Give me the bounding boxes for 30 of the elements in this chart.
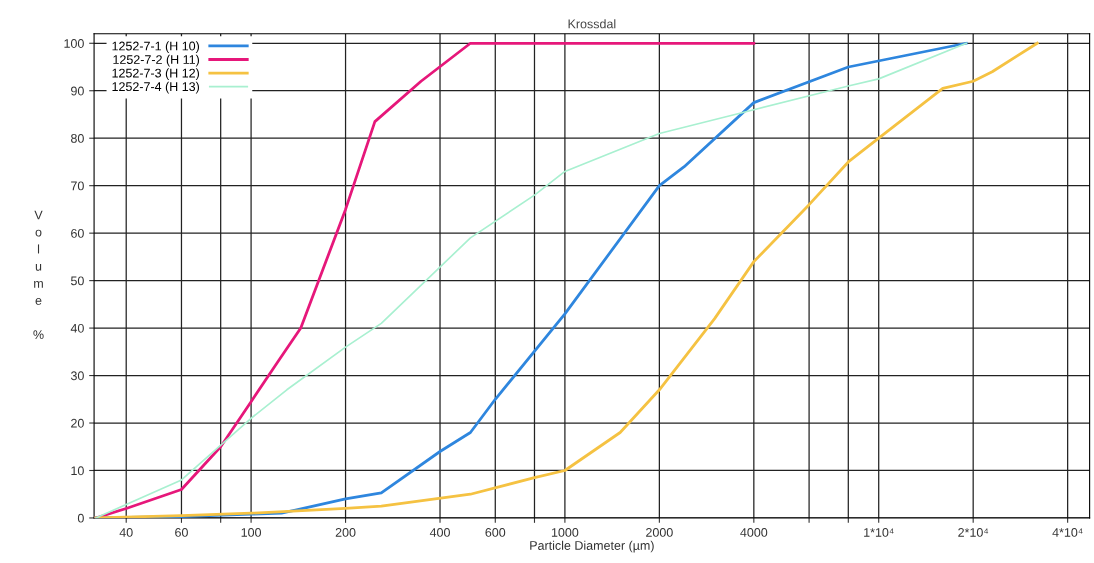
y-tick-label: 40 bbox=[70, 323, 84, 333]
x-tick-label: 400 bbox=[429, 528, 450, 537]
chart-title: Krossdal bbox=[568, 19, 616, 29]
x-tick-label: 1000 bbox=[551, 528, 579, 537]
y-tick-label: 30 bbox=[70, 371, 84, 381]
legend-label: 1252-7-1 (H 10) bbox=[112, 41, 199, 53]
x-tick-label: 1*10⁴ bbox=[864, 528, 894, 537]
x-tick-label: 2000 bbox=[646, 528, 673, 537]
x-tick-label: 60 bbox=[175, 528, 188, 537]
x-tick-label: 600 bbox=[485, 528, 506, 537]
x-tick-label: 200 bbox=[335, 528, 356, 537]
y-tick-label: 50 bbox=[70, 276, 84, 286]
y-tick-label: 100 bbox=[64, 39, 84, 48]
legend-label: 1252-7-3 (H 12) bbox=[112, 68, 199, 80]
x-axis-title: Particle Diameter (µm) bbox=[530, 540, 654, 553]
text: Volume % bbox=[33, 210, 44, 339]
x-tick-label: 100 bbox=[241, 528, 262, 537]
y-tick-label: 10 bbox=[71, 466, 84, 476]
y-tick-label: 20 bbox=[71, 418, 84, 428]
x-tick-label: 2*10⁴ bbox=[958, 528, 989, 537]
y-tick-label: 0 bbox=[77, 513, 84, 523]
x-tick-label: 40 bbox=[119, 528, 133, 537]
legend-label: 1252-7-2 (H 11) bbox=[113, 54, 199, 67]
y-tick-label: 60 bbox=[71, 228, 84, 238]
legend-label: 1252-7-4 (H 13) bbox=[112, 81, 199, 94]
x-tick-label: 4000 bbox=[740, 528, 768, 537]
y-tick-label: 80 bbox=[71, 134, 84, 143]
x-tick-label: 4*10⁴ bbox=[1052, 528, 1083, 537]
y-tick-label: 90 bbox=[71, 86, 84, 96]
y-tick-label: 70 bbox=[71, 181, 84, 191]
